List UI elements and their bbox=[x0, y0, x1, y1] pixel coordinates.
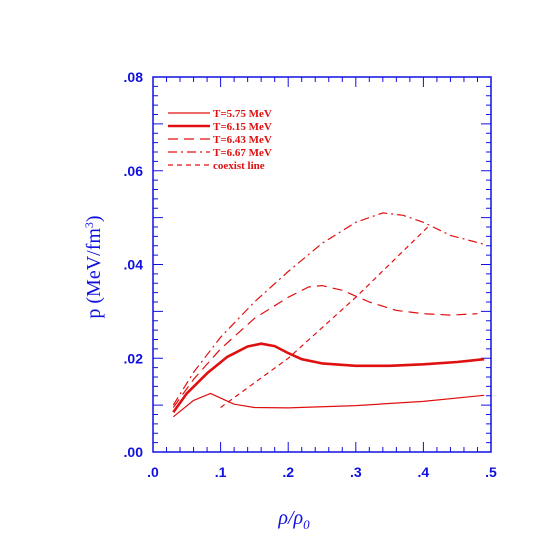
legend-label-1: T=6.15 MeV bbox=[213, 121, 272, 133]
series-line-0 bbox=[172, 392, 485, 418]
y-tick-label: .02 bbox=[124, 350, 144, 366]
x-axis-title: ρ/ρ0 bbox=[277, 507, 310, 532]
y-tick-label: .04 bbox=[124, 257, 144, 273]
legend-label-4: coexist line bbox=[213, 160, 265, 172]
x-tick-label: .3 bbox=[350, 464, 362, 480]
series-line-1 bbox=[172, 342, 485, 413]
x-tick-label: .0 bbox=[147, 464, 159, 480]
x-tick-label: .2 bbox=[282, 464, 294, 480]
y-tick-label: .06 bbox=[124, 163, 144, 179]
y-tick-label: .08 bbox=[124, 69, 144, 85]
x-tick-label: .4 bbox=[418, 464, 430, 480]
y-axis-title: p (MeV/fm3) bbox=[82, 215, 105, 318]
series-line-2 bbox=[172, 285, 478, 408]
legend-label-3: T=6.67 MeV bbox=[213, 147, 272, 159]
series-line-3 bbox=[172, 212, 485, 406]
x-tick-label: .5 bbox=[485, 464, 497, 480]
series-group bbox=[172, 212, 485, 418]
y-tick-label: .00 bbox=[124, 444, 144, 460]
x-tick-label: .1 bbox=[215, 464, 227, 480]
ticks-group: .0 .1 .2 .3 .4 .5 .00 .02 .04 .06 .08 bbox=[124, 69, 498, 480]
legend-label-2: T=6.43 MeV bbox=[213, 134, 272, 146]
series-line-4 bbox=[220, 224, 431, 408]
legend-label-0: T=5.75 MeV bbox=[213, 108, 272, 120]
